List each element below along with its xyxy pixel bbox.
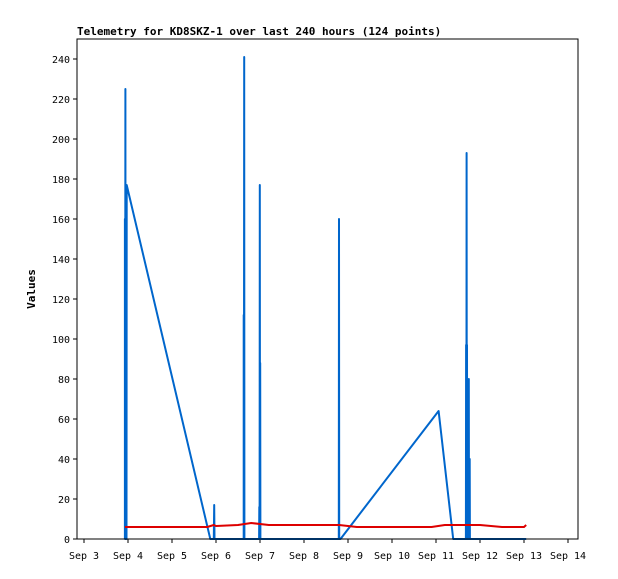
- x-tick-label: Sep 3: [69, 551, 99, 562]
- y-tick-label: 160: [52, 215, 70, 226]
- series-layer: [123, 56, 527, 540]
- x-tick-label: Sep 9: [333, 551, 363, 562]
- x-tick-label: Sep 13: [506, 551, 542, 562]
- y-tick-label: 80: [58, 375, 70, 386]
- x-tick-label: Sep 5: [157, 551, 187, 562]
- x-tick-label: Sep 4: [113, 551, 143, 562]
- x-tick-label: Sep 11: [418, 551, 454, 562]
- y-axis-ticks: 0 20 40 60 80 100 120 140 160 180 200 220 240: [52, 55, 77, 546]
- y-tick-label: 240: [52, 55, 70, 66]
- y-tick-label: 200: [52, 135, 70, 146]
- y-axis-label: Values: [25, 269, 38, 309]
- y-tick-label: 0: [64, 535, 70, 546]
- x-tick-label: Sep 14: [550, 551, 586, 562]
- x-tick-label: Sep 10: [374, 551, 410, 562]
- x-tick-label: Sep 6: [201, 551, 231, 562]
- x-axis-ticks: Sep 3 Sep 4 Sep 5 Sep 6 Sep 7 Sep 8 Sep 9 Sep 1…: [69, 539, 586, 562]
- chart-title: Telemetry for KD8SKZ-1 over last 240 hou…: [77, 25, 441, 38]
- y-tick-label: 40: [58, 455, 70, 466]
- series-line-1: [124, 522, 527, 528]
- y-tick-label: 120: [52, 295, 70, 306]
- y-tick-label: 20: [58, 495, 70, 506]
- y-tick-label: 220: [52, 95, 70, 106]
- y-tick-label: 140: [52, 255, 70, 266]
- y-tick-label: 100: [52, 335, 70, 346]
- x-tick-label: Sep 7: [245, 551, 275, 562]
- y-tick-label: 180: [52, 175, 70, 186]
- x-tick-label: Sep 8: [289, 551, 319, 562]
- y-tick-label: 60: [58, 415, 70, 426]
- series-line-0: [123, 56, 527, 540]
- x-tick-label: Sep 12: [462, 551, 498, 562]
